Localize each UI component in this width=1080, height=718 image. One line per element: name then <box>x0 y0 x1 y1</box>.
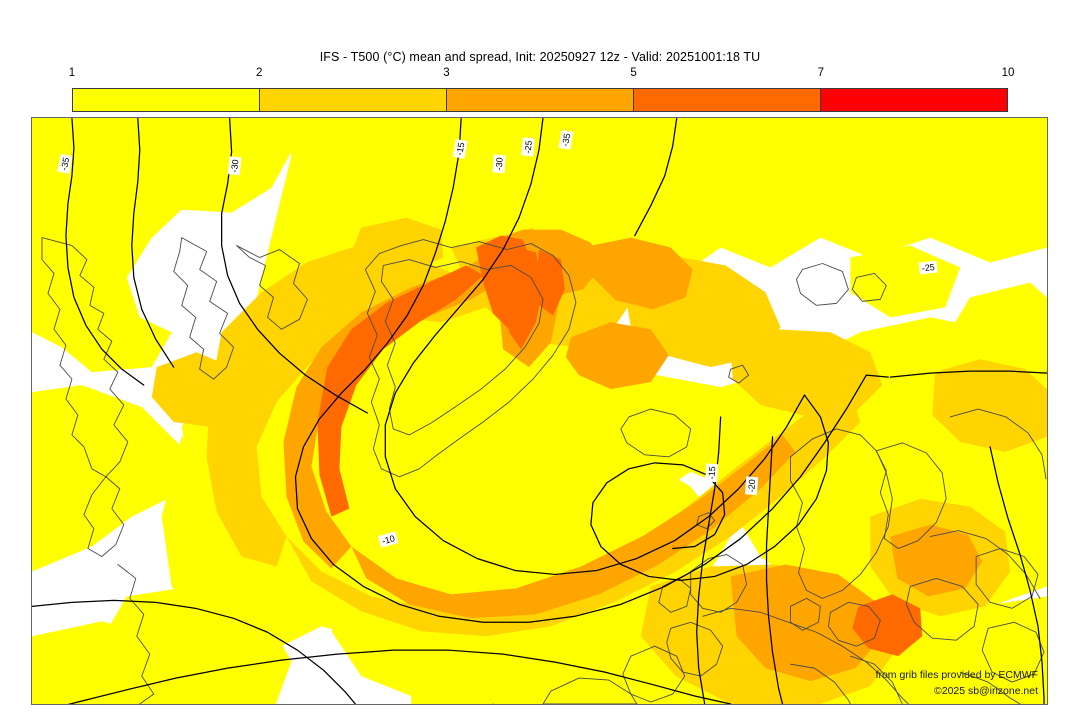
contour-label: -15 <box>452 139 468 159</box>
colorbar-tick-1: 1 <box>68 67 76 79</box>
contour-label: -15 <box>705 463 719 483</box>
colorbar-legend: 1 2 3 5 7 10 <box>68 66 1015 112</box>
colorbar-segment-5-7 <box>634 89 821 111</box>
colorbar-tick-6: 10 <box>1001 67 1015 79</box>
contour-label: -30 <box>227 156 242 176</box>
colorbar-tick-3: 3 <box>443 67 450 79</box>
colorbar-gradient-bar <box>72 88 1008 112</box>
colorbar-segment-2-3 <box>260 89 447 111</box>
colorbar-tick-2: 2 <box>255 67 263 79</box>
colorbar-tick-5: 7 <box>817 67 824 79</box>
svg-text:-15: -15 <box>454 142 466 157</box>
svg-text:-15: -15 <box>706 466 717 480</box>
svg-text:-10: -10 <box>381 533 396 546</box>
svg-text:-20: -20 <box>746 479 757 493</box>
contour-label-layer: -35 -30 -15 -30 <box>57 130 938 548</box>
contour-label: -25 <box>918 260 938 275</box>
contour-label: -20 <box>744 476 759 496</box>
copyright-attribution: ©2025 sb@irizone.net <box>934 686 1038 697</box>
svg-text:-25: -25 <box>523 140 534 154</box>
colorbar-tick-labels: 1 2 3 5 7 10 <box>68 66 1015 86</box>
spread-shading-layer <box>32 118 1047 704</box>
source-attribution-text: from grib files provided by ECMWF <box>0 0 1 1</box>
contour-label: -35 <box>558 130 574 150</box>
contour-variable-label: T500 ensemble mean <box>0 0 1 1</box>
colorbar-label: spread (°C) <box>0 0 1 1</box>
svg-text:-30: -30 <box>494 157 505 171</box>
contour-label: -25 <box>521 137 535 157</box>
shaded-variable-label: T500 ensemble spread <box>0 0 1 1</box>
spread-band-5-7 <box>317 235 923 657</box>
map-notes: Yellow (spread 1-2) dominates the domain… <box>0 0 1 1</box>
svg-text:-35: -35 <box>59 157 71 172</box>
colorbar-tick-4: 5 <box>630 67 637 79</box>
contour-label: -10 <box>378 531 399 548</box>
page-title: IFS - T500 (°C) mean and spread, Init: 2… <box>319 50 761 64</box>
colorbar-segment-3-5 <box>447 89 634 111</box>
colorbar-segment-1-2 <box>73 89 260 111</box>
map-credits: from grib files provided by ECMWF ©2025 … <box>876 670 1039 697</box>
source-attribution: from grib files provided by ECMWF <box>876 670 1038 681</box>
svg-text:-25: -25 <box>921 262 935 273</box>
contour-label: -30 <box>492 154 506 174</box>
colorbar-segment-7-10 <box>821 89 1007 111</box>
contour-layer <box>32 118 1047 704</box>
svg-text:-35: -35 <box>560 133 572 148</box>
contour-label: -35 <box>57 153 73 174</box>
svg-text:-30: -30 <box>229 159 240 173</box>
copyright-attribution-text: ©2025 sb@irizone.net <box>0 0 1 1</box>
map-panel: -35 -30 -15 -30 <box>31 117 1048 705</box>
map-canvas: -35 -30 -15 -30 <box>32 118 1047 704</box>
